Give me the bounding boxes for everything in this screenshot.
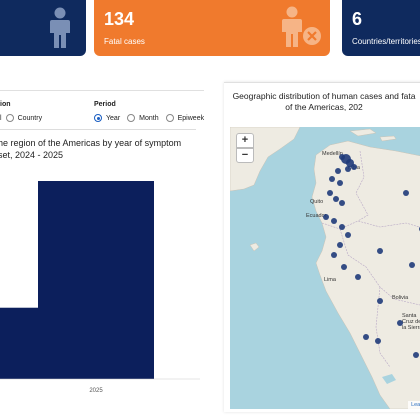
filter-divider: [0, 129, 196, 130]
chart-title-line-2: set, 2024 - 2025: [0, 150, 64, 160]
case-marker[interactable]: [403, 190, 409, 196]
case-marker[interactable]: [397, 320, 403, 326]
bar-2025[interactable]: [38, 181, 154, 379]
level-country-radio[interactable]: [5, 114, 14, 122]
map-title-line-1: Geographic distribution of human cases a…: [232, 91, 416, 101]
case-marker[interactable]: [337, 180, 343, 186]
period-year-label[interactable]: Year: [106, 114, 121, 122]
case-marker[interactable]: [327, 190, 333, 196]
case-marker[interactable]: [341, 154, 351, 164]
period-epiweek-radio[interactable]: [165, 114, 174, 122]
case-marker[interactable]: [339, 224, 345, 230]
case-marker[interactable]: [345, 166, 351, 172]
x-tick-label-2025: 2025: [89, 388, 103, 394]
kpi-fatal-label: Fatal cases: [104, 37, 145, 46]
case-marker[interactable]: [413, 352, 419, 358]
period-filter-options: Year Month Epiweek: [94, 114, 204, 122]
case-marker[interactable]: [331, 252, 337, 258]
period-filter-title: Period: [94, 101, 116, 108]
level-filter-options: l Country: [0, 114, 42, 122]
case-marker[interactable]: [363, 334, 369, 340]
level-filter-title: ion: [0, 101, 11, 108]
period-month-label[interactable]: Month: [139, 114, 159, 122]
level-option-1-label[interactable]: l: [0, 114, 2, 122]
case-marker[interactable]: [331, 218, 337, 224]
case-marker[interactable]: [337, 242, 343, 248]
case-marker[interactable]: [375, 338, 381, 344]
kpi-countries-value: 6: [352, 9, 363, 29]
kpi-card-total: [0, 0, 86, 56]
map-attribution-link[interactable]: Leafl: [408, 401, 420, 409]
map-label-medellin: Medellín: [322, 151, 343, 157]
map-title-line-2: of the Americas, 202: [285, 102, 363, 112]
map-label-santa-cruz: Santa Cruz de la Sierra: [402, 313, 420, 331]
case-marker[interactable]: [377, 298, 383, 304]
map-label-lima: Lima: [324, 277, 336, 283]
case-marker[interactable]: [323, 214, 329, 220]
map-label-bolivia: Bolivia: [392, 295, 409, 301]
case-marker[interactable]: [346, 159, 354, 167]
case-marker[interactable]: [339, 200, 345, 206]
case-marker[interactable]: [345, 232, 351, 238]
case-marker[interactable]: [329, 176, 335, 182]
chart-panel: ion l Country Period Year Month Epiweek …: [0, 90, 204, 410]
case-marker[interactable]: [333, 196, 339, 202]
kpi-card-countries: 6 Countries/territories rep: [342, 0, 420, 56]
map-title: Geographic distribution of human cases a…: [224, 91, 420, 113]
kpi-card-fatal: 134 Fatal cases: [94, 0, 330, 56]
case-marker[interactable]: [409, 262, 415, 268]
case-marker[interactable]: [341, 264, 347, 270]
person-icon: [50, 7, 70, 48]
map-label-ecuador: Ecuador: [306, 213, 327, 219]
map-view[interactable]: Medellín mbia Quito Ecuador Lima Bolivia…: [230, 127, 420, 409]
case-marker[interactable]: [351, 164, 357, 170]
bar-chart: 2025: [0, 181, 200, 394]
kpi-fatal-value: 134: [104, 9, 135, 29]
kpi-countries-label: Countries/territories rep: [352, 37, 420, 46]
period-year-radio[interactable]: [94, 114, 102, 122]
map-basemap: [230, 127, 420, 409]
chart-title: he region of the Americas by year of sym…: [0, 137, 198, 161]
map-label-quito: Quito: [310, 199, 324, 205]
period-epiweek-label[interactable]: Epiweek: [177, 114, 205, 122]
chart-title-line-1: he region of the Americas by year of sym…: [0, 138, 182, 148]
case-marker[interactable]: [377, 248, 383, 254]
case-marker[interactable]: [335, 168, 341, 174]
zoom-out-button[interactable]: −: [236, 148, 254, 163]
period-month-radio[interactable]: [127, 114, 136, 122]
person-deceased-icon: [282, 6, 321, 47]
case-marker[interactable]: [355, 274, 361, 280]
zoom-in-button[interactable]: +: [236, 133, 254, 148]
map-panel: Geographic distribution of human cases a…: [224, 82, 420, 412]
level-option-country-label[interactable]: Country: [17, 114, 43, 122]
